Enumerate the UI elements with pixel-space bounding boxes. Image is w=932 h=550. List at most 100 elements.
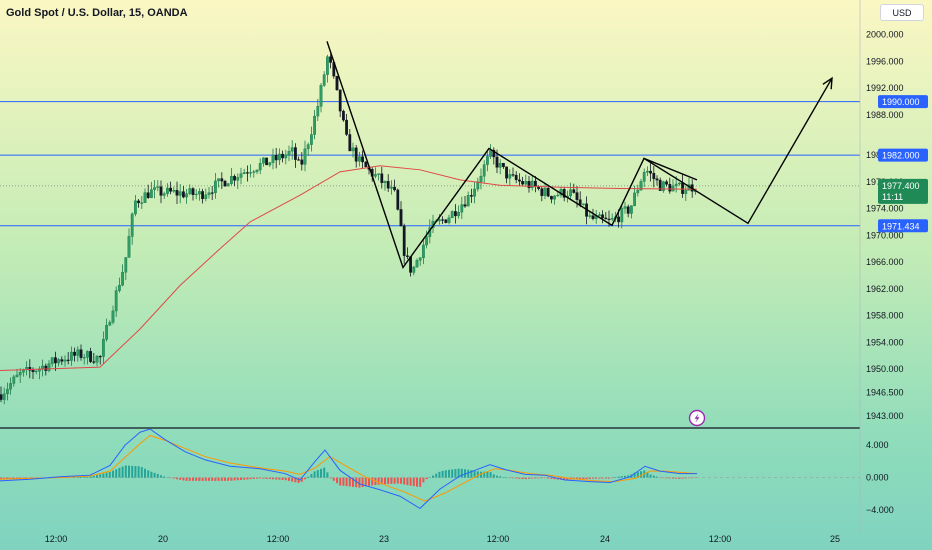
candle — [582, 203, 585, 206]
candle — [415, 258, 419, 268]
trendline-drawings[interactable] — [326, 41, 833, 269]
candle — [358, 151, 361, 167]
candle — [361, 150, 364, 169]
currency-button[interactable]: USD — [880, 4, 924, 21]
macd-histogram-bar — [102, 473, 105, 478]
candle — [354, 144, 358, 168]
macd-histogram-bar — [144, 468, 146, 478]
macd-histogram-bar — [537, 477, 540, 479]
candle — [610, 213, 614, 222]
macd-histogram-bar — [470, 470, 473, 478]
candle — [406, 247, 409, 260]
price-tick-label: 1950.000 — [866, 364, 904, 374]
candle — [18, 368, 22, 384]
macd-histogram-bar — [348, 477, 351, 487]
macd-histogram-bar — [89, 476, 92, 478]
candle — [229, 167, 233, 186]
macd-histogram-bar — [230, 477, 233, 481]
candle — [348, 129, 352, 152]
macd-axis[interactable]: 4.000 0.000 −4.000 — [866, 440, 894, 515]
macd-histogram-bar — [416, 477, 418, 487]
candle — [374, 167, 377, 179]
candle — [662, 180, 665, 193]
candle — [562, 187, 566, 202]
candle — [319, 83, 323, 113]
price-tick-label: 1970.000 — [866, 230, 904, 240]
macd-histogram-bar — [380, 477, 383, 485]
macd-histogram-bar — [684, 477, 687, 479]
candle — [220, 172, 224, 189]
zigzag-trendline[interactable] — [326, 41, 833, 269]
macd-histogram-bar — [553, 477, 556, 480]
candle — [54, 351, 57, 372]
candle — [505, 166, 508, 184]
candle — [527, 176, 531, 193]
candle — [601, 210, 605, 224]
macd-histogram-bar — [342, 477, 345, 486]
macd-histogram-bar — [665, 477, 668, 479]
macd-histogram-bar — [249, 477, 252, 480]
macd-histogram-bar — [515, 477, 518, 479]
price-tick-label: 1943.000 — [866, 411, 904, 421]
candle — [105, 318, 109, 342]
candle — [108, 320, 112, 326]
candle — [329, 53, 332, 69]
candle — [201, 188, 204, 204]
macd-histogram-bar — [483, 471, 486, 478]
macd-histogram-bar — [137, 466, 140, 478]
candle — [649, 163, 653, 182]
macd-histogram-bar — [489, 472, 492, 478]
candle — [530, 176, 534, 191]
candle — [79, 344, 83, 361]
candle — [281, 150, 284, 163]
macd-histogram-bar — [601, 477, 604, 479]
candle — [127, 228, 131, 258]
candle — [197, 188, 201, 201]
time-tick-label: 12:00 — [267, 534, 290, 544]
macd-histogram-bar — [672, 477, 674, 479]
macd-histogram-bar — [438, 471, 441, 478]
svg-text:1982.000: 1982.000 — [882, 151, 920, 161]
macd-pane[interactable] — [0, 429, 860, 510]
candle — [66, 352, 70, 365]
candle — [271, 148, 275, 170]
candle — [156, 180, 160, 192]
candle — [418, 257, 422, 266]
price-pane[interactable] — [0, 41, 860, 405]
candle — [249, 164, 252, 178]
candle — [252, 169, 256, 178]
macd-histogram-bar — [390, 477, 393, 484]
time-axis[interactable]: 12:00 20 12:00 23 12:00 24 12:00 25 — [45, 534, 840, 544]
candle — [543, 182, 547, 200]
candle — [377, 173, 380, 181]
macd-histogram-bar — [313, 471, 316, 478]
macd-lines — [0, 429, 698, 510]
macd-histogram-bar — [451, 469, 454, 478]
lightning-icon[interactable] — [688, 409, 706, 427]
macd-histogram-bar — [400, 477, 402, 484]
macd-histogram-bar — [614, 476, 617, 478]
macd-histogram-bar — [534, 477, 537, 479]
wedge-upper-line[interactable] — [643, 157, 698, 181]
candle — [457, 205, 460, 219]
candle — [92, 352, 96, 365]
macd-histogram-bar — [368, 477, 370, 486]
candle — [626, 204, 630, 218]
time-tick-label: 12:00 — [487, 534, 510, 544]
macd-histogram-bar — [147, 470, 150, 478]
candle — [447, 214, 451, 225]
macd-histogram-bar — [246, 477, 249, 480]
macd-histogram-bar — [467, 469, 470, 478]
candle — [63, 355, 67, 367]
macd-histogram-bar — [12, 477, 15, 479]
macd-histogram-bar — [598, 477, 601, 479]
level-price-badge: 1990.000 — [878, 95, 928, 109]
candle — [2, 387, 6, 405]
macd-histogram-bar — [457, 468, 460, 478]
macd-histogram-bar — [540, 477, 543, 479]
macd-histogram-bar — [409, 477, 412, 486]
candle — [630, 205, 633, 219]
moving-average-line — [0, 165, 698, 371]
